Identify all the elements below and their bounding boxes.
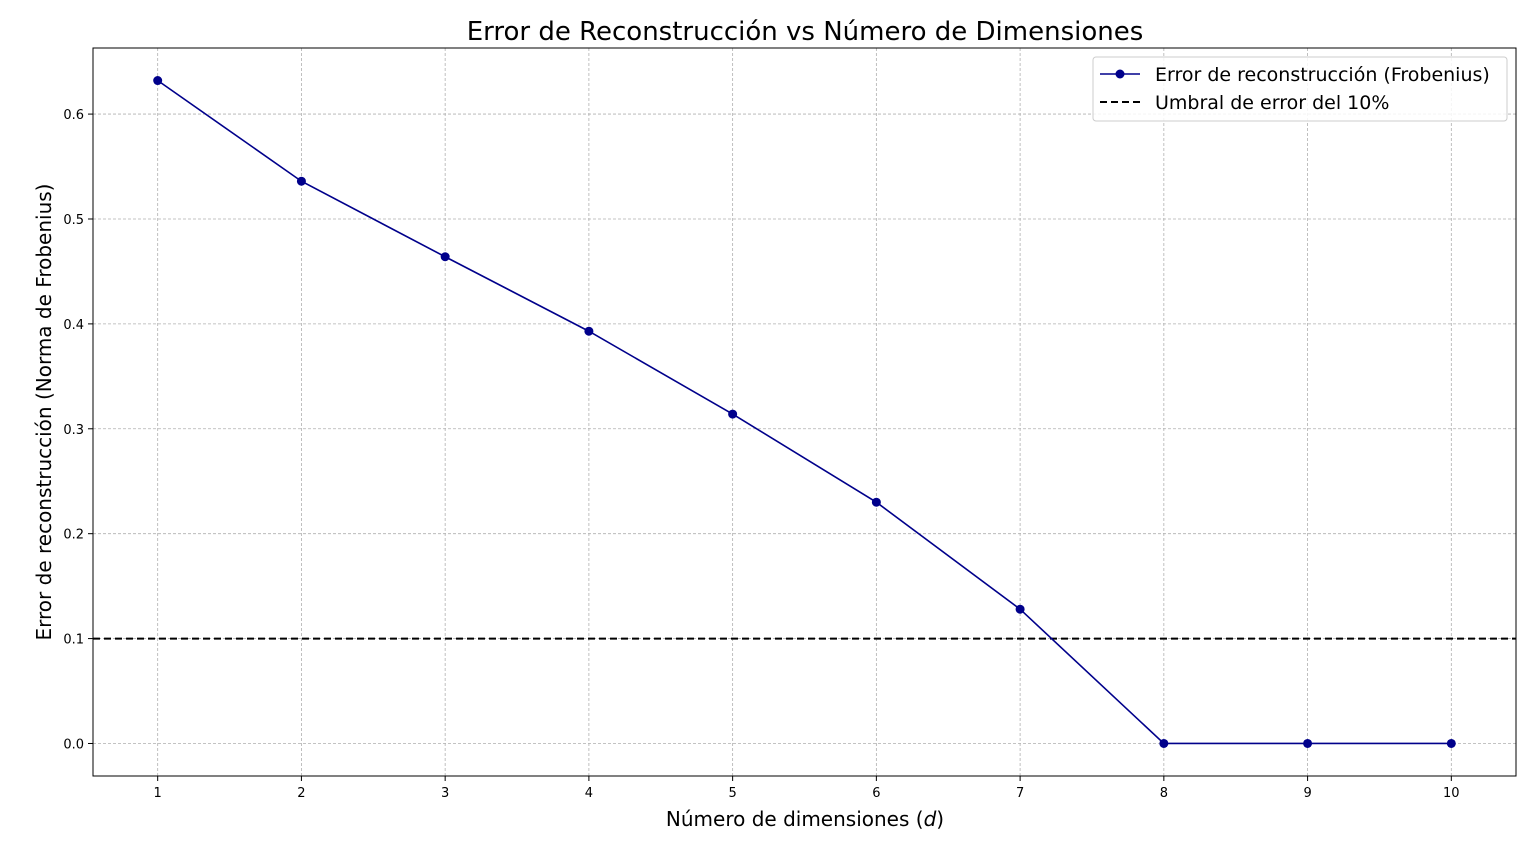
x-tick-label: 6 bbox=[872, 786, 880, 801]
legend-threshold-label: Umbral de error del 10% bbox=[1155, 92, 1389, 114]
y-tick-label: 0.2 bbox=[63, 528, 84, 543]
x-tick-label: 7 bbox=[1016, 786, 1024, 801]
plot-frame bbox=[92, 47, 1517, 777]
data-point bbox=[1303, 738, 1313, 748]
y-axis-title: Error de reconstrucción (Norma de Froben… bbox=[32, 184, 56, 641]
data-point bbox=[871, 497, 881, 507]
x-tick-label: 10 bbox=[1443, 786, 1460, 801]
series-markers bbox=[153, 76, 1456, 748]
data-point bbox=[1159, 738, 1169, 748]
x-tick-label: 2 bbox=[297, 786, 305, 801]
series-line bbox=[157, 79, 1452, 745]
y-tick-label: 0.4 bbox=[63, 318, 84, 333]
x-tick-label: 5 bbox=[728, 786, 736, 801]
x-tick-label: 3 bbox=[441, 786, 449, 801]
x-axis-title-prefix: Número de dimensiones ( bbox=[666, 807, 924, 831]
y-tick-label: 0.5 bbox=[63, 213, 84, 228]
x-axis-title-variable: d bbox=[924, 807, 937, 831]
chart-title: Error de Reconstrucción vs Número de Dim… bbox=[467, 17, 1144, 47]
y-axis: 0.0 0.1 0.2 0.3 0.4 0.5 0.6 bbox=[63, 108, 93, 752]
x-axis: 1 2 3 4 5 6 7 8 9 10 bbox=[154, 776, 1460, 801]
legend-series-label: Error de reconstrucción (Frobenius) bbox=[1155, 64, 1490, 86]
x-tick-label: 9 bbox=[1303, 786, 1311, 801]
data-point bbox=[1446, 738, 1456, 748]
x-tick-label: 8 bbox=[1160, 786, 1168, 801]
legend-box bbox=[1092, 56, 1508, 122]
data-point bbox=[1015, 604, 1025, 614]
grid bbox=[93, 48, 1516, 776]
data-point bbox=[584, 326, 594, 336]
x-tick-label: 4 bbox=[585, 786, 593, 801]
data-point bbox=[153, 76, 163, 86]
y-tick-label: 0.3 bbox=[63, 423, 84, 438]
data-point bbox=[728, 409, 738, 419]
y-tick-label: 0.6 bbox=[63, 108, 84, 123]
data-point bbox=[296, 176, 306, 186]
y-tick-label: 0.0 bbox=[63, 737, 84, 752]
x-axis-title: Número de dimensiones (d) bbox=[666, 807, 944, 831]
data-point bbox=[440, 252, 450, 262]
legend: Error de reconstrucción (Frobenius) Umbr… bbox=[1092, 56, 1508, 122]
y-tick-label: 0.1 bbox=[63, 633, 84, 648]
x-axis-title-suffix: ) bbox=[936, 807, 944, 831]
legend-series-marker bbox=[1115, 69, 1125, 79]
x-tick-label: 1 bbox=[154, 786, 162, 801]
